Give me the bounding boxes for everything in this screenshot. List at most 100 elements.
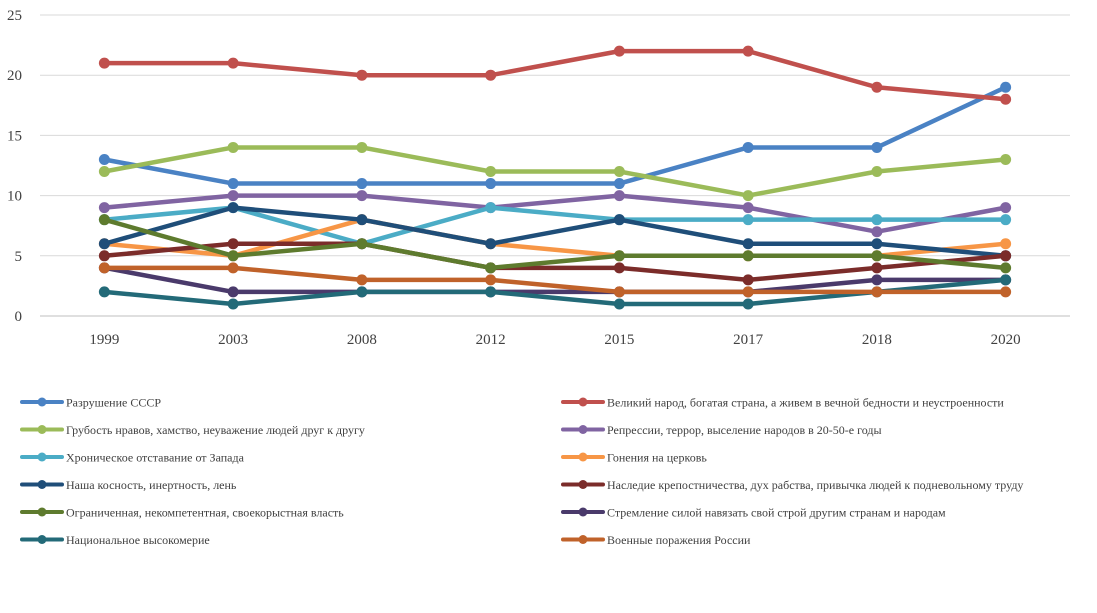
series-line xyxy=(102,265,1008,295)
data-point xyxy=(742,214,754,226)
legend-item: Стремление силой навязать свой строй дру… xyxy=(561,506,946,520)
data-point xyxy=(1000,81,1012,93)
legend-item: Грубость нравов, хамство, неуважение люд… xyxy=(20,423,365,437)
legend-swatch-marker xyxy=(578,425,588,434)
legend-swatch-marker xyxy=(37,425,47,434)
data-point xyxy=(98,214,110,226)
data-point xyxy=(356,238,368,250)
data-point xyxy=(742,274,754,286)
legend-label: Военные поражения России xyxy=(607,533,751,547)
data-point xyxy=(485,166,497,178)
legend-item: Гонения на церковь xyxy=(561,451,707,465)
legend-label: Репрессии, террор, выселение народов в 2… xyxy=(607,423,882,437)
series-line xyxy=(102,241,1008,283)
series-line xyxy=(102,205,1008,247)
legend-label: Национальное высокомерие xyxy=(66,533,210,547)
series-12 xyxy=(98,262,1012,298)
data-point xyxy=(227,298,239,310)
data-point xyxy=(871,226,883,238)
data-point xyxy=(871,286,883,298)
data-point xyxy=(1000,262,1012,274)
legend-swatch-marker xyxy=(578,480,588,489)
legend-item: Наша косность, инертность, лень xyxy=(20,478,237,492)
data-point xyxy=(742,190,754,202)
legend-label: Наследие крепостничества, дух рабства, п… xyxy=(607,478,1023,492)
series-line xyxy=(102,84,1008,186)
legend-item: Разрушение СССР xyxy=(20,396,161,410)
data-point xyxy=(356,141,368,153)
data-point xyxy=(356,69,368,81)
data-point xyxy=(871,141,883,153)
data-point xyxy=(742,141,754,153)
data-point xyxy=(485,262,497,274)
series-line xyxy=(102,265,1008,295)
x-tick-label: 2018 xyxy=(862,332,892,348)
x-tick-label: 1999 xyxy=(89,332,119,348)
legend-swatch-marker xyxy=(37,480,47,489)
data-point xyxy=(1000,250,1012,262)
legend-swatch-marker xyxy=(37,535,47,544)
legend-item: Репрессии, террор, выселение народов в 2… xyxy=(561,423,882,437)
series-line xyxy=(102,205,1008,259)
data-point xyxy=(485,286,497,298)
series-line xyxy=(102,217,1008,271)
data-point xyxy=(356,178,368,190)
data-point xyxy=(613,286,625,298)
x-tick-label: 2003 xyxy=(218,332,248,348)
series-line xyxy=(102,217,1008,259)
legend-label: Разрушение СССР xyxy=(66,396,161,410)
y-tick-label: 5 xyxy=(15,249,23,265)
data-point xyxy=(871,274,883,286)
data-point xyxy=(227,262,239,274)
data-point xyxy=(1000,238,1012,250)
series-1 xyxy=(98,81,1012,190)
series-line xyxy=(102,193,1008,234)
legend-swatch-marker xyxy=(37,507,47,517)
data-point xyxy=(613,45,625,57)
data-point xyxy=(98,250,110,262)
data-point xyxy=(98,166,110,178)
series-line xyxy=(102,145,1008,198)
data-point xyxy=(613,250,625,262)
legend-swatch-marker xyxy=(37,397,47,407)
data-point xyxy=(485,274,497,286)
x-tick-label: 2020 xyxy=(991,332,1021,348)
data-point xyxy=(227,202,239,214)
data-point xyxy=(485,238,497,250)
y-tick-label: 15 xyxy=(7,128,22,144)
legend: Разрушение СССР Великий народ, богатая ст… xyxy=(20,396,1023,547)
data-point xyxy=(742,45,754,57)
data-point xyxy=(1000,286,1012,298)
legend-item: Наследие крепостничества, дух рабства, п… xyxy=(561,478,1023,492)
series-lines xyxy=(98,45,1012,310)
data-point xyxy=(485,178,497,190)
data-point xyxy=(871,238,883,250)
legend-label: Великий народ, богатая страна, а живем в… xyxy=(607,396,1004,410)
data-point xyxy=(227,238,239,250)
series-3 xyxy=(98,141,1012,202)
data-point xyxy=(742,250,754,262)
data-point xyxy=(1000,274,1012,286)
data-point xyxy=(613,262,625,274)
legend-label: Ограниченная, некомпетентная, своекорыст… xyxy=(66,506,344,520)
legend-swatch-marker xyxy=(37,452,47,462)
x-tick-label: 2008 xyxy=(347,332,377,348)
data-point xyxy=(613,214,625,226)
y-tick-label: 0 xyxy=(15,309,23,325)
legend-item: Военные поражения России xyxy=(561,533,751,547)
y-tick-label: 25 xyxy=(7,8,22,24)
legend-item: Хроническое отставание от Запада xyxy=(20,451,245,465)
data-point xyxy=(356,214,368,226)
data-point xyxy=(227,250,239,262)
x-tick-label: 2012 xyxy=(476,332,506,348)
data-point xyxy=(485,69,497,81)
gridlines xyxy=(40,14,1070,317)
data-point xyxy=(98,57,110,69)
legend-swatch-marker xyxy=(578,452,588,462)
x-tick-label: 2015 xyxy=(604,332,634,348)
x-tick-label: 2017 xyxy=(733,332,764,348)
series-line xyxy=(102,48,1008,102)
data-point xyxy=(613,190,625,202)
data-point xyxy=(356,286,368,298)
